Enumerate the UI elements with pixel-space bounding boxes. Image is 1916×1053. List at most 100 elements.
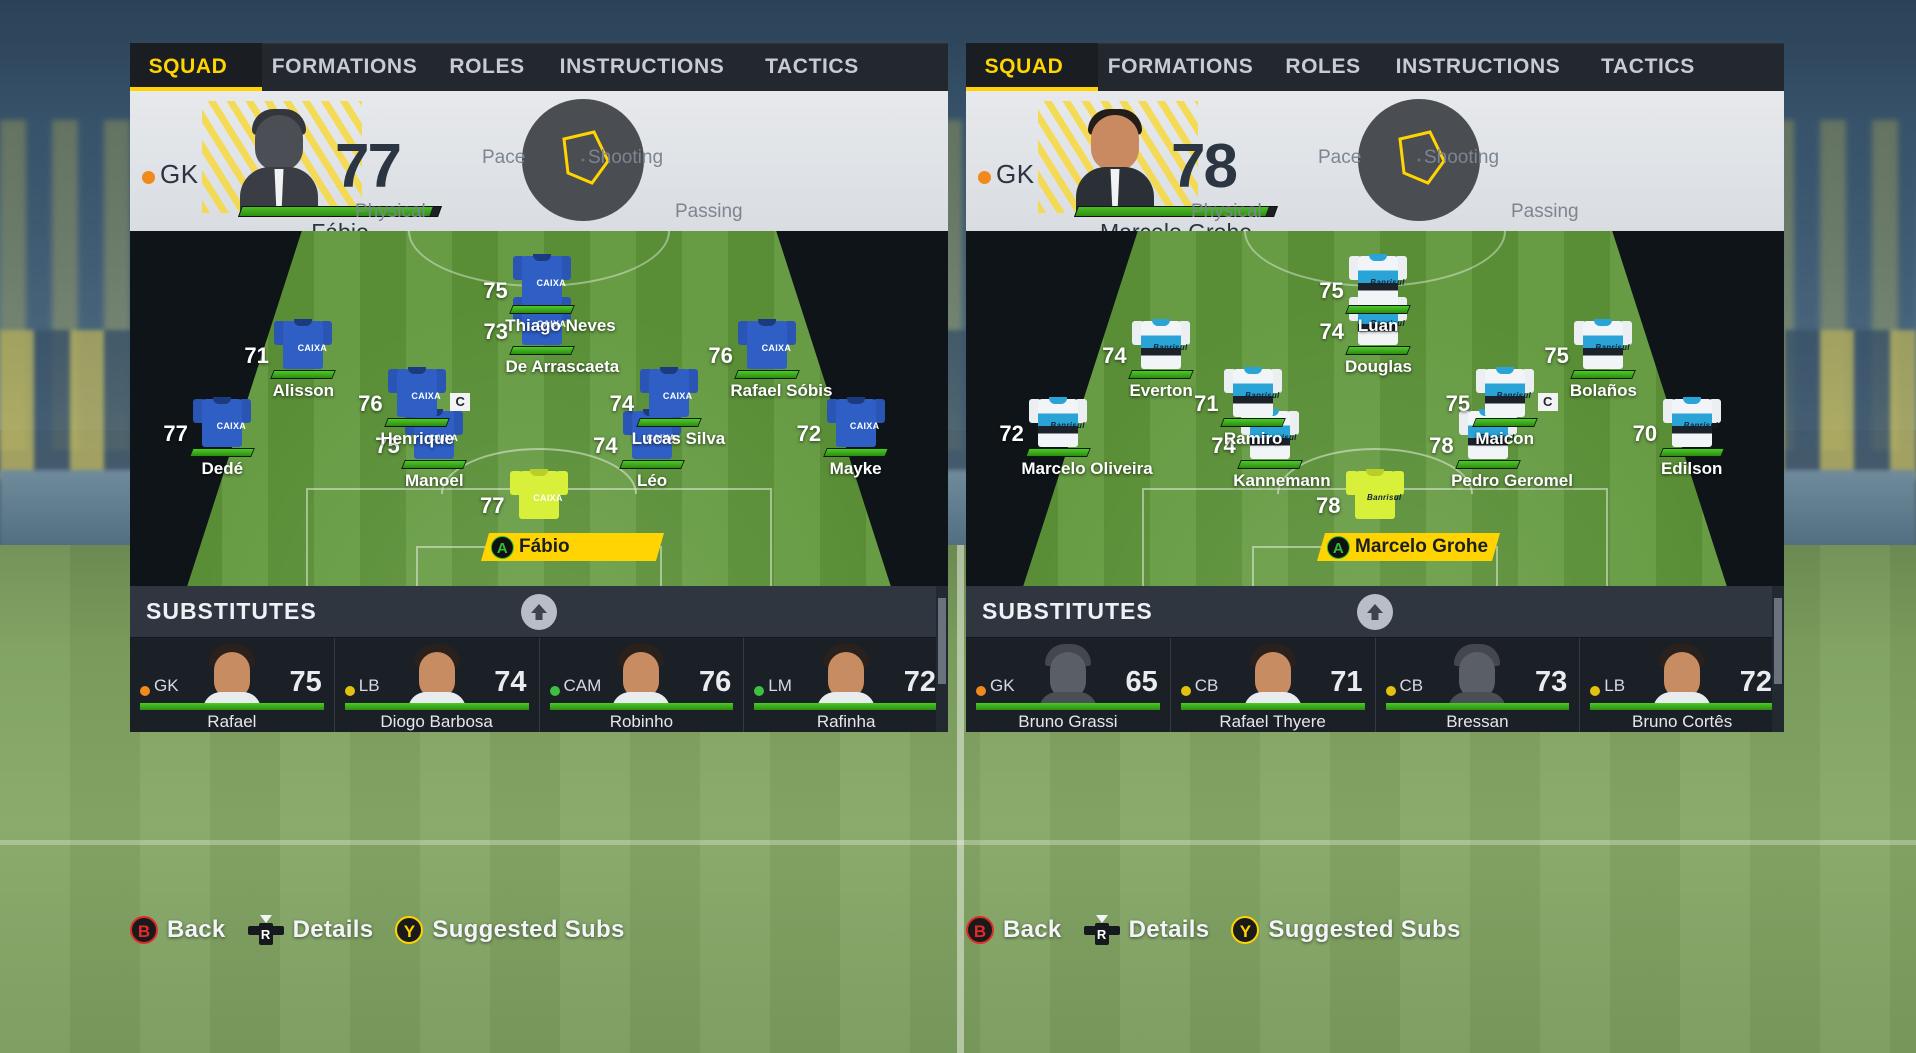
player-token-rating: 74: [1319, 318, 1344, 344]
player-token-fitness-fill: [1571, 371, 1635, 379]
pitch-player-token[interactable]: 71 Banrisul Ramiro: [1194, 365, 1290, 449]
tab-formations[interactable]: FORMATIONS: [1107, 55, 1254, 78]
pitch-player-token[interactable]: 71 CAIXA Alisson: [244, 317, 340, 401]
substitute-position: LB: [1604, 676, 1626, 695]
pitch-player-token[interactable]: 72 CAIXA Mayke: [797, 395, 893, 479]
substitute-card[interactable]: CB 71 Rafael Thyere: [1171, 638, 1376, 732]
player-token-rating: 73: [483, 318, 508, 344]
avatar-shirt: [1110, 169, 1120, 213]
player-token-rating: 74: [609, 391, 635, 417]
tab-bar-away: SQUAD FORMATIONS ROLES INSTRUCTIONS TACTICS: [966, 43, 1784, 91]
action-details[interactable]: R Details: [247, 915, 374, 945]
player-token-fitness-fill: [1346, 305, 1410, 313]
up-arrow-icon[interactable]: [1357, 594, 1393, 630]
player-token-fitness-bar: [509, 304, 576, 314]
substitute-card[interactable]: LM 72 Rafinha: [744, 638, 948, 732]
goalkeeper-name-banner[interactable]: A Fábio: [480, 533, 665, 561]
pitch-player-token[interactable]: 70 Banrisul Edilson: [1633, 395, 1729, 479]
tab-instructions[interactable]: INSTRUCTIONS: [1395, 55, 1561, 78]
goalkeeper-name: Marcelo Grohe: [1355, 536, 1489, 557]
tab-roles[interactable]: ROLES: [1285, 55, 1361, 78]
player-kit: Banrisul: [1029, 395, 1088, 447]
goalkeeper-name-banner[interactable]: A Marcelo Grohe: [1316, 533, 1501, 561]
player-token-fitness-bar: [1455, 459, 1521, 469]
substitute-position: GK: [154, 676, 179, 695]
kit-sponsor: CAIXA: [216, 420, 247, 431]
action-details[interactable]: R Details: [1083, 915, 1210, 945]
kit-sponsor: Banrisul: [1480, 432, 1515, 442]
player-detail-header-home: GK77FábioPaceShootingPhysicalPassingDefe…: [130, 91, 948, 231]
action-back[interactable]: B Back: [130, 916, 226, 944]
kit-body: Banrisul: [1671, 398, 1718, 447]
scrollbar-thumb: [1774, 598, 1782, 684]
player-token-fitness-bar: [401, 459, 468, 469]
substitute-card[interactable]: CB 73 Bressan: [1376, 638, 1581, 732]
kit-body: Banrisul: [1583, 321, 1630, 370]
substitute-card[interactable]: LB 72 Bruno Cortês: [1580, 638, 1784, 732]
kit-sleeve-right: [1521, 369, 1534, 394]
avatar-head: [1091, 115, 1139, 171]
kit-sleeve-right: [1392, 471, 1404, 495]
substitutes-scrollbar[interactable]: [936, 586, 948, 732]
tab-roles[interactable]: ROLES: [449, 55, 525, 78]
action-back[interactable]: B Back: [966, 916, 1062, 944]
pitch-player-token[interactable]: 75 Banrisul Bolaños: [1544, 317, 1640, 401]
player-token-name: Manoel: [405, 470, 464, 490]
kit-body: Banrisul: [1233, 369, 1279, 418]
player-token-rating: 78: [1429, 432, 1454, 458]
tab-squad[interactable]: SQUAD: [130, 43, 262, 91]
tab-formations[interactable]: FORMATIONS: [271, 55, 418, 78]
player-token-rating: 72: [796, 420, 822, 446]
pitch-player-token[interactable]: 76 C CAIXA Henrique: [358, 365, 471, 449]
y-button-icon: Y: [1231, 916, 1260, 944]
substitute-card[interactable]: GK 75 Rafael: [130, 638, 335, 732]
tab-tactics[interactable]: TACTICS: [765, 55, 859, 78]
tab-instructions[interactable]: INSTRUCTIONS: [559, 55, 725, 78]
player-avatar: [1056, 101, 1174, 213]
player-kit: Banrisul: [1224, 365, 1283, 418]
team-panel-home: SQUAD FORMATIONS ROLES INSTRUCTIONS TACTICS G…: [130, 43, 948, 901]
goalkeeper-token[interactable]: 78 Banrisul: [1316, 467, 1412, 519]
substitute-card[interactable]: GK 65 Bruno Grassi: [966, 638, 1171, 732]
face-head: [1664, 652, 1701, 698]
goalkeeper-token[interactable]: 77 CAIXA: [480, 467, 576, 519]
team-panel-away: SQUAD FORMATIONS ROLES INSTRUCTIONS TACTICS G…: [966, 43, 1784, 901]
tab-tactics[interactable]: TACTICS: [1601, 55, 1695, 78]
radar-label-physical: Physical: [355, 201, 426, 222]
player-token-name: Rafael Sóbis: [730, 381, 833, 401]
pitch-player-token[interactable]: 75 Banrisul Luan: [1319, 252, 1415, 336]
face-head: [828, 652, 865, 698]
substitute-card[interactable]: LB 74 Diogo Barbosa: [335, 638, 540, 732]
face-head: [1459, 652, 1496, 698]
player-kit: Banrisul: [1132, 317, 1191, 370]
player-token-name: Alisson: [272, 381, 335, 401]
pitch-player-token[interactable]: 75 C Banrisul Maicon: [1446, 365, 1558, 449]
pitch-player-token[interactable]: 76 CAIXA Rafael Sóbis: [708, 317, 833, 401]
up-arrow-icon[interactable]: [521, 594, 557, 630]
substitute-fitness-bar: [1590, 703, 1774, 710]
player-token-name: Henrique: [380, 429, 455, 449]
pitch-player-token[interactable]: 72 Banrisul Marcelo Oliveira: [999, 395, 1153, 479]
tab-squad[interactable]: SQUAD: [966, 43, 1098, 91]
substitute-card[interactable]: CAM 76 Robinho: [540, 638, 745, 732]
substitutes-scrollbar[interactable]: [1772, 586, 1784, 732]
player-token-fitness-bar: [1025, 447, 1092, 457]
action-suggested-subs[interactable]: Y Suggested Subs: [395, 916, 624, 944]
kit-collar: [1682, 396, 1701, 404]
pitch-player-token[interactable]: 74 Banrisul Everton: [1102, 317, 1198, 401]
pitch-player-token[interactable]: 74 Banrisul Douglas: [1319, 293, 1415, 377]
player-token-fitness-fill: [1456, 460, 1520, 468]
face-head: [418, 652, 455, 698]
player-token-name: Thiago Neves: [505, 315, 616, 335]
player-token-rating: 75: [483, 277, 508, 303]
pitch-player-token[interactable]: 77 CAIXA Dedé: [163, 395, 259, 479]
kit-collar: [846, 396, 865, 404]
substitute-position-dot: [976, 686, 986, 696]
action-suggested-subs[interactable]: Y Suggested Subs: [1231, 916, 1460, 944]
player-token-fitness-bar: [384, 418, 450, 428]
b-button-icon: B: [130, 916, 158, 944]
pitch-player-token[interactable]: 75 CAIXA Thiago Neves: [483, 252, 616, 336]
kit-collar: [408, 367, 427, 375]
pitch-away: 74 Banrisul Everton 72 Banrisul Marcelo Olive…: [966, 231, 1784, 586]
pitch-player-token[interactable]: 74 CAIXA Lucas Silva: [610, 365, 725, 449]
